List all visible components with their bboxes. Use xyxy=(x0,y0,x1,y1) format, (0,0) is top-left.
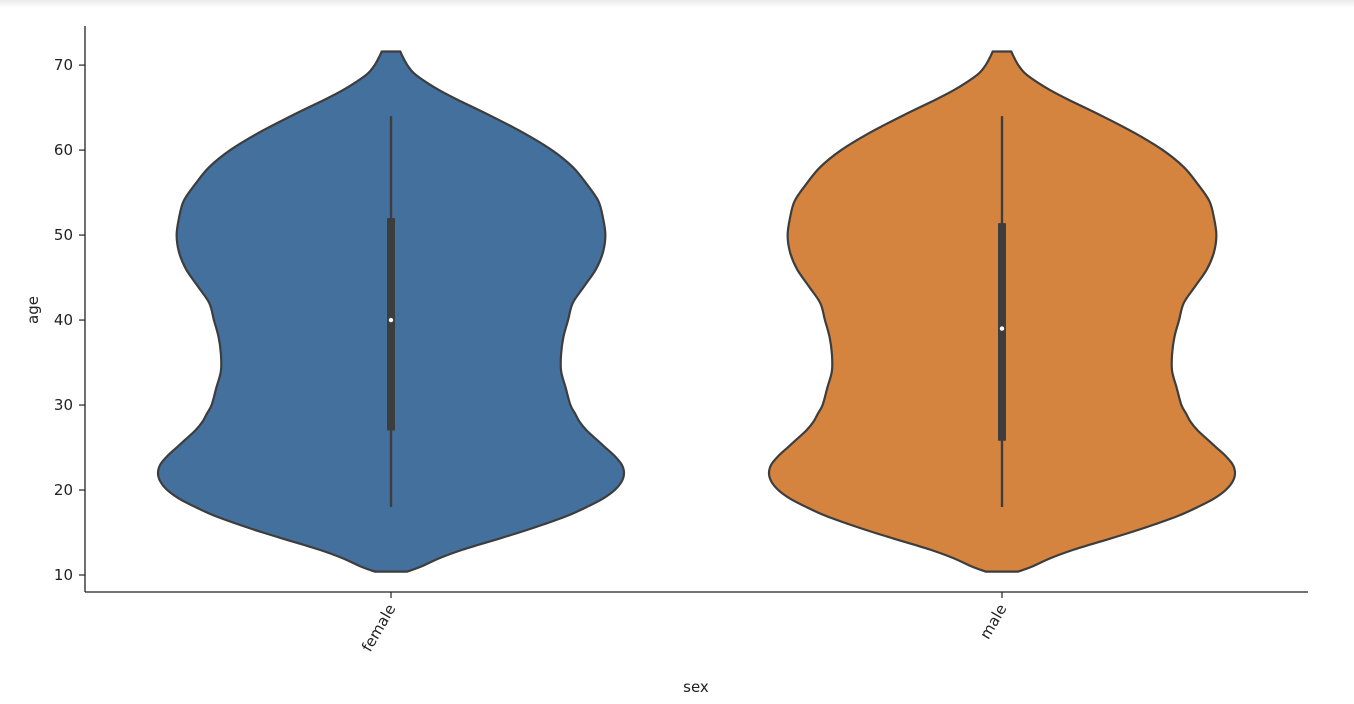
top-strip xyxy=(0,0,1354,8)
iqr-box-female xyxy=(387,218,395,431)
x-axis-label: sex xyxy=(683,678,709,696)
y-axis-label: age xyxy=(24,296,42,324)
y-ticks: 10 20 30 40 50 60 70 xyxy=(54,56,85,584)
median-point-female xyxy=(388,317,394,323)
y-tick-label: 30 xyxy=(54,396,73,414)
median-point-male xyxy=(999,326,1005,331)
x-tick-label-male: male xyxy=(976,601,1010,642)
y-tick-label: 50 xyxy=(54,226,73,244)
y-tick-label: 40 xyxy=(54,311,73,329)
y-tick-label: 20 xyxy=(54,481,73,499)
y-tick-label: 70 xyxy=(54,56,73,74)
x-ticks: female male xyxy=(358,592,1010,655)
y-tick-label: 60 xyxy=(54,141,73,159)
x-tick-label-female: female xyxy=(358,601,399,655)
y-tick-label: 10 xyxy=(54,566,73,584)
axes-layer xyxy=(84,26,1308,593)
violins-layer xyxy=(156,50,1237,573)
iqr-box-male xyxy=(998,223,1006,441)
